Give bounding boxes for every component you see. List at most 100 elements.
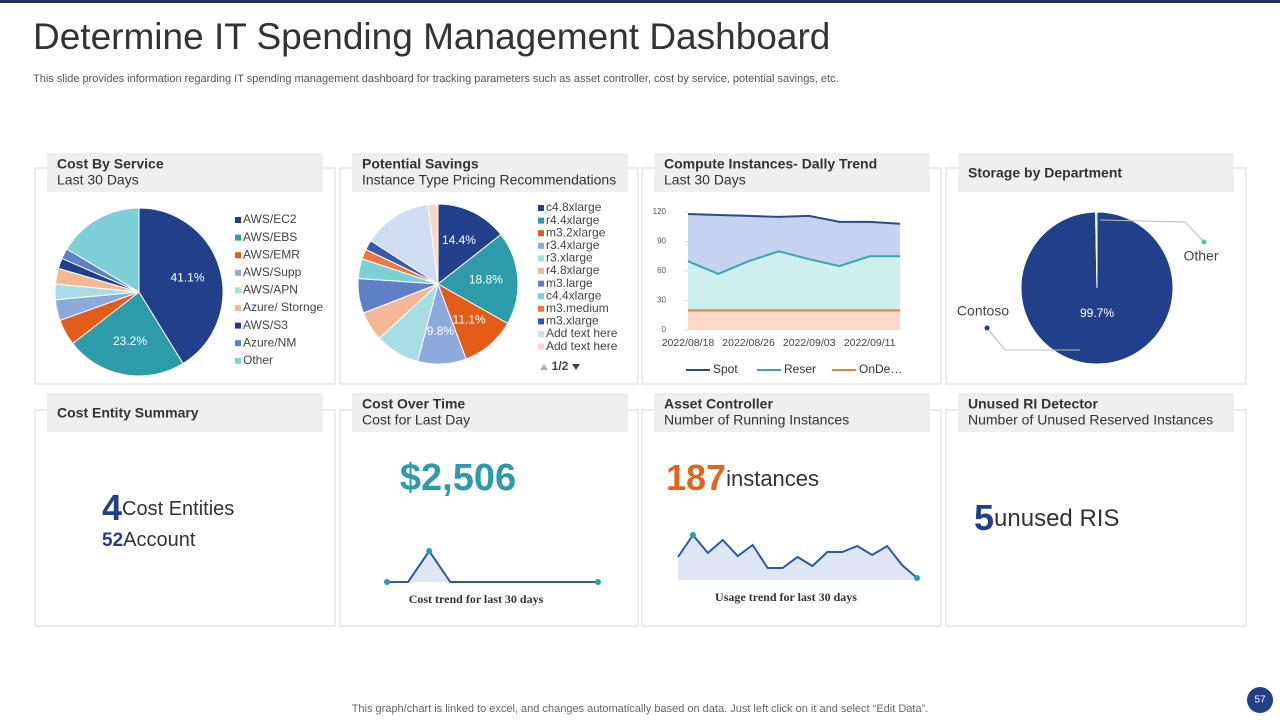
kpi: 5unused RIS: [974, 497, 1119, 538]
card-title: Potential Savings: [362, 156, 479, 172]
value-label: 99.7%: [1080, 306, 1114, 320]
legend-swatch: [538, 343, 544, 350]
pie-slice: [138, 207, 224, 365]
kpi: $2,506: [400, 457, 516, 499]
x-tick-label: 2022/09/11: [844, 337, 896, 349]
card-subtitle: Last 30 Days: [664, 172, 746, 188]
legend-label: AWS/S3: [243, 318, 288, 332]
kpi-value: 187: [666, 457, 726, 498]
legend-label: AWS/APN: [243, 283, 298, 297]
y-tick-label: 0: [662, 325, 667, 334]
card-header: [352, 153, 628, 192]
leader-line: [1099, 219, 1205, 243]
caption: Usage trend for last 30 days: [715, 590, 857, 604]
category-label: Other: [1183, 248, 1218, 264]
legend-label: r3.xlarge: [546, 251, 593, 265]
legend-label: c4.4xlarge: [546, 288, 602, 302]
legend-swatch: [538, 205, 544, 211]
legend-label: m3.medium: [546, 301, 609, 315]
y-tick-label: 30: [657, 296, 666, 305]
card-frame: [339, 409, 639, 627]
y-tick-label: 120: [653, 207, 667, 216]
card-title: Unused RI Detector: [968, 396, 1098, 412]
page-badge: [1247, 687, 1273, 713]
card-subtitle: Cost for Last Day: [362, 412, 470, 428]
kpi: 187instances: [666, 457, 819, 498]
value-label: 11.1%: [453, 313, 486, 327]
card-header: [958, 153, 1234, 192]
legend-swatch: [538, 242, 544, 249]
value-label: 41.1%: [170, 270, 204, 284]
card-frame: [641, 409, 942, 627]
card-header: [654, 393, 930, 432]
legend-swatch: [235, 322, 241, 329]
legend-label: Reser: [784, 362, 816, 376]
legend-label: m3.xlarge: [546, 314, 599, 328]
y-tick-label: 60: [657, 266, 666, 275]
legend-swatch: [538, 305, 544, 312]
legend-label: r3.4xlarge: [546, 238, 600, 252]
card-header: [958, 393, 1234, 432]
card-title: Cost Entity Summary: [57, 405, 199, 421]
legend-swatch: [235, 287, 241, 294]
card-title: Compute Instances- Dally Trend: [664, 156, 877, 172]
x-tick-label: 2022/09/03: [783, 337, 836, 349]
y-tick-label: 90: [657, 237, 666, 246]
kpi-value: 4: [102, 487, 122, 528]
legend-swatch: [235, 217, 241, 223]
legend-label: c4.8xlarge: [546, 200, 602, 214]
legend-swatch: [538, 268, 544, 274]
legend-label: Azure/ Stornge: [243, 300, 323, 314]
card-subtitle: Number of Running Instances: [664, 412, 849, 428]
legend-swatch: [538, 217, 544, 224]
point: [914, 575, 920, 581]
point: [689, 532, 696, 538]
legend-swatch: [235, 269, 241, 276]
top-rule: [0, 0, 1280, 3]
kpi-label: unused RIS: [994, 505, 1119, 532]
kpi-label: instances: [726, 466, 819, 491]
x-tick-label: 2022/08/26: [722, 337, 775, 349]
legend-label: AWS/EBS: [243, 230, 297, 244]
legend-swatch: [235, 340, 241, 347]
kpi: 4Cost Entities: [102, 487, 234, 528]
line: [387, 549, 598, 583]
card-subtitle: Instance Type Pricing Recommendations: [362, 172, 616, 188]
legend-swatch: [538, 331, 544, 337]
area: [387, 551, 598, 582]
legend-label: r4.4xlarge: [546, 213, 600, 227]
legend-label: AWS/EC2: [243, 212, 297, 226]
subtitle: This slide provides information regardin…: [33, 73, 839, 85]
pie-slice: [370, 204, 439, 286]
page-number: 57: [1254, 695, 1266, 706]
card-frame: [34, 409, 336, 627]
legend-label: AWS/EMR: [243, 247, 300, 261]
legend-swatch: [538, 318, 544, 325]
legend-label: m3.2xlarge: [546, 225, 606, 239]
legend-swatch: [538, 255, 544, 262]
card-title: Cost Over Time: [362, 396, 465, 412]
card-subtitle: Number of Unused Reserved Instances: [968, 412, 1213, 428]
legend-label: Add text here: [546, 326, 618, 340]
leader-dot: [984, 325, 990, 331]
kpi: 52Account: [102, 529, 196, 551]
legend-swatch: [235, 357, 241, 364]
line: [687, 250, 900, 276]
value-label: 18.8%: [469, 273, 503, 287]
point: [595, 579, 601, 585]
card-title: Storage by Department: [968, 165, 1122, 181]
pie-slice: [1095, 211, 1098, 289]
legend-label: AWS/Supp: [243, 265, 302, 279]
card-title: Asset Controller: [664, 396, 773, 412]
value-label: 14.4%: [442, 233, 476, 247]
card-header: [47, 393, 323, 432]
legend-label: Add text here: [546, 339, 618, 353]
legend-swatch: [538, 230, 544, 237]
point: [384, 579, 390, 585]
kpi-label: Cost Entities: [122, 498, 234, 520]
pager-down: [572, 364, 580, 370]
card-header: [352, 393, 628, 432]
card-header: [654, 153, 930, 192]
